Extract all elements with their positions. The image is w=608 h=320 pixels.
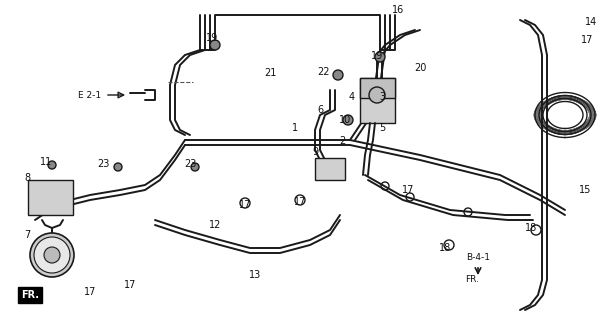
Text: FR.: FR. [21,290,39,300]
Text: 9: 9 [312,147,318,157]
Circle shape [333,70,343,80]
Text: 16: 16 [392,5,404,15]
Text: 6: 6 [317,105,323,115]
Text: 23: 23 [98,159,110,169]
Text: E 2-1: E 2-1 [78,91,102,100]
Circle shape [191,163,199,171]
Circle shape [369,87,385,103]
Text: 17: 17 [581,35,593,45]
Text: 8: 8 [24,173,30,183]
Text: 11: 11 [40,157,52,167]
Circle shape [48,161,56,169]
Circle shape [375,52,385,62]
Text: 13: 13 [249,270,261,280]
Text: 15: 15 [579,185,591,195]
Text: 19: 19 [206,33,218,43]
Text: 23: 23 [184,159,196,169]
Text: 10: 10 [339,115,351,125]
Text: 12: 12 [209,220,221,230]
Text: 1: 1 [292,123,298,133]
Circle shape [30,233,74,277]
Text: 17: 17 [294,197,306,207]
Circle shape [210,40,220,50]
Text: FR.: FR. [465,276,479,284]
Text: 18: 18 [439,243,451,253]
Text: 17: 17 [239,200,251,210]
Text: 14: 14 [585,17,597,27]
Text: 3: 3 [379,92,385,102]
Circle shape [114,163,122,171]
Text: 19: 19 [371,51,383,61]
Text: 4: 4 [349,92,355,102]
Text: 17: 17 [84,287,96,297]
Text: 22: 22 [317,67,330,77]
Bar [360,78,395,123]
Bar [360,78,395,98]
Circle shape [44,247,60,263]
Text: 18: 18 [525,223,537,233]
Text: 21: 21 [264,68,276,78]
Bar [28,180,73,215]
Circle shape [34,237,70,273]
Text: 7: 7 [24,230,30,240]
Text: 17: 17 [124,280,136,290]
Bar [315,158,345,180]
Text: B-4-1: B-4-1 [466,253,490,262]
Circle shape [343,115,353,125]
Text: 5: 5 [379,123,385,133]
Text: 20: 20 [414,63,426,73]
Text: 17: 17 [402,185,414,195]
Text: 2: 2 [339,136,345,146]
